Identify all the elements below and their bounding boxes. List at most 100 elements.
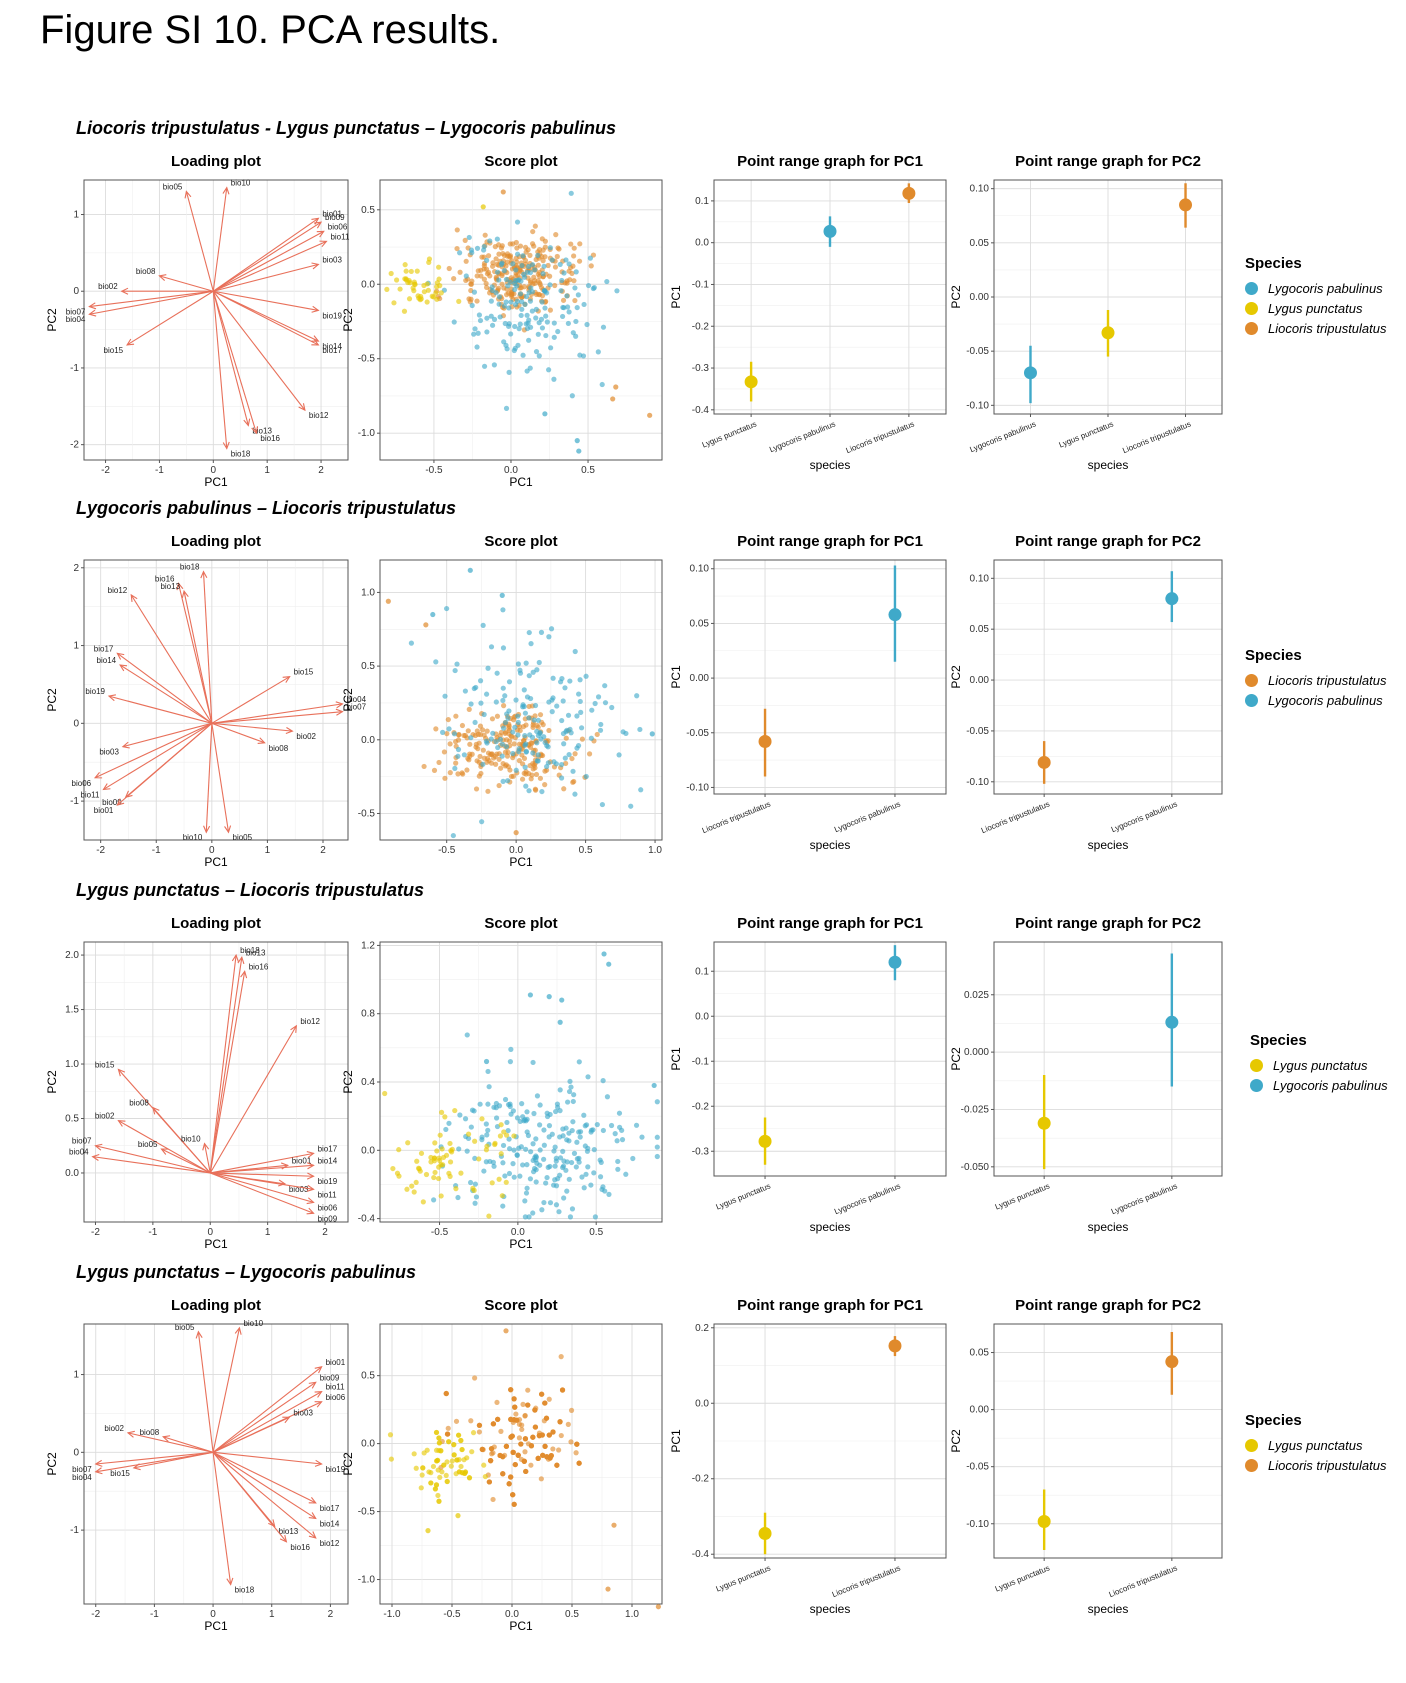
loading-label: bio11 xyxy=(326,1383,346,1392)
y-tick-label: 0.0 xyxy=(361,1439,375,1450)
score-point xyxy=(590,1127,596,1133)
score-point xyxy=(396,1147,402,1153)
grid xyxy=(994,1324,1222,1558)
loading-label: bio02 xyxy=(95,1112,115,1121)
score-point xyxy=(581,1112,587,1118)
score-point xyxy=(634,693,640,699)
score-point xyxy=(565,712,572,718)
loading-label: bio14 xyxy=(97,656,117,665)
score-point xyxy=(472,1200,478,1206)
score-point xyxy=(505,778,511,784)
score-point xyxy=(454,1457,460,1463)
score-point xyxy=(523,1146,529,1152)
score-point xyxy=(481,1168,487,1174)
score-points xyxy=(384,189,653,454)
score-point xyxy=(486,1213,492,1219)
score-point xyxy=(439,1146,445,1152)
loading-label: bio09 xyxy=(318,1214,338,1223)
score-point xyxy=(532,1424,539,1430)
panel-title: Score plot xyxy=(484,153,557,170)
score-point xyxy=(473,786,480,792)
score-point xyxy=(523,783,529,789)
score-point xyxy=(387,1432,394,1438)
loading-arrow xyxy=(184,190,214,292)
score-point xyxy=(550,1446,556,1452)
mean-point xyxy=(1165,1355,1179,1369)
score-point xyxy=(547,1200,554,1206)
score-point xyxy=(543,332,549,339)
score-point xyxy=(436,1164,442,1170)
score-point xyxy=(561,1195,567,1201)
score-point xyxy=(506,1170,513,1177)
category-label: Lygocoris pabulinus xyxy=(969,420,1038,455)
score-point xyxy=(519,262,525,269)
score-point xyxy=(481,276,487,282)
score-point xyxy=(501,268,507,274)
score-point xyxy=(570,768,576,774)
score-point xyxy=(522,1117,528,1123)
score-point xyxy=(566,268,572,274)
y-tick-label: -0.2 xyxy=(692,1101,710,1112)
point-range-graph: Point range graph for PC2 -0.10 -0.05 0.00 0… xyxy=(949,533,1223,852)
score-point xyxy=(465,1131,472,1137)
score-point xyxy=(411,1189,417,1195)
score-point xyxy=(519,776,526,782)
loading-label: bio09 xyxy=(102,798,122,807)
score-point xyxy=(565,1099,571,1105)
score-point xyxy=(434,280,440,286)
loading-arrow xyxy=(211,676,291,724)
score-point xyxy=(567,1078,573,1085)
mean-point xyxy=(888,955,902,969)
score-point xyxy=(595,694,602,700)
row-title: Liocoris tripustulatus - Lygus punctatus… xyxy=(76,118,617,138)
plot-frame xyxy=(713,941,947,1177)
score-point xyxy=(535,1455,541,1461)
score-point xyxy=(528,285,534,291)
plot-frame xyxy=(713,1323,947,1559)
score-point xyxy=(537,1162,543,1168)
score-point xyxy=(506,369,512,375)
score-point xyxy=(522,1412,528,1419)
score-point xyxy=(488,751,495,757)
score-point xyxy=(503,1443,510,1449)
score-point xyxy=(520,1162,526,1168)
score-point xyxy=(573,318,579,325)
score-point xyxy=(524,694,531,700)
score-point xyxy=(566,1138,572,1144)
x-tick-label: -0.5 xyxy=(425,465,443,476)
score-point xyxy=(535,752,541,758)
score-point xyxy=(524,312,530,318)
x-axis-label: species xyxy=(810,838,851,852)
score-point xyxy=(526,629,532,636)
mean-point xyxy=(1101,326,1115,340)
score-point xyxy=(551,320,557,326)
loading-label: bio14 xyxy=(322,342,342,351)
score-point xyxy=(453,1186,459,1192)
score-point xyxy=(547,282,553,288)
mean-point xyxy=(1165,1015,1179,1029)
score-point xyxy=(453,760,459,766)
mean-point xyxy=(1165,592,1179,606)
score-point xyxy=(458,1170,464,1176)
y-tick-label: 1 xyxy=(73,210,79,221)
score-point xyxy=(435,1175,442,1182)
loading-arrow xyxy=(210,1151,315,1174)
score-point xyxy=(510,729,516,735)
score-point xyxy=(483,1121,489,1127)
loading-label: bio19 xyxy=(318,1177,338,1186)
score-point xyxy=(564,1188,570,1194)
score-point xyxy=(462,237,468,243)
loading-label: bio10 xyxy=(231,179,251,188)
mean-point xyxy=(1037,755,1051,769)
score-point xyxy=(542,288,548,295)
category-label: Liocoris tripustulatus xyxy=(1121,420,1192,456)
score-point xyxy=(514,251,521,257)
score-point xyxy=(446,265,452,272)
score-point xyxy=(504,1119,510,1126)
score-point xyxy=(651,1082,657,1089)
score-point xyxy=(560,698,566,704)
legend-title: Species xyxy=(1245,1412,1302,1429)
score-point xyxy=(585,1074,591,1080)
score-point xyxy=(447,1140,453,1147)
score-point xyxy=(472,1375,478,1381)
